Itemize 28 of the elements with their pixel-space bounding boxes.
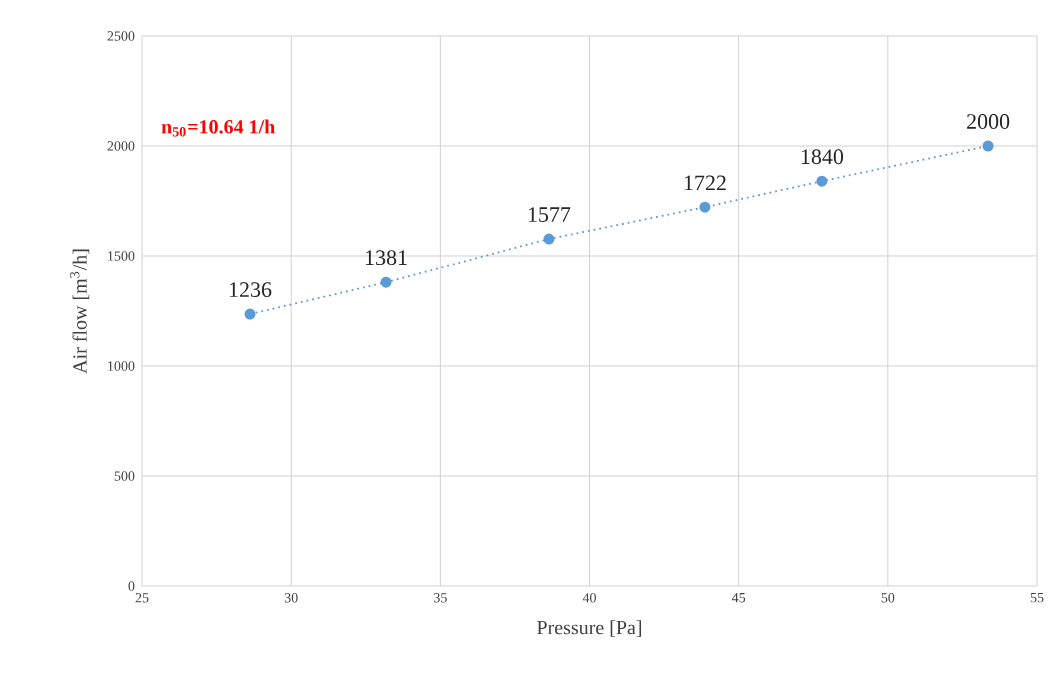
x-tick-label: 50 [881,593,895,603]
point [699,201,711,213]
data-label: 1236 [229,282,272,298]
x-tick-label: 55 [1030,593,1044,603]
data-label: 1840 [801,149,844,165]
x-tick-label: 40 [582,593,596,603]
y-tick-label: 2500 [107,31,135,41]
point [543,233,555,245]
data-label: 2000 [967,114,1010,129]
x-axis-title: Pressure [Pa] [537,620,642,637]
point [982,140,994,152]
x-tick-label: 45 [731,593,746,603]
y-tick-label: 500 [114,471,135,481]
point [244,308,256,320]
x-tick-label: 35 [434,593,447,603]
y-tick-label: 1000 [108,361,135,371]
y-axis-title: Air flow [m$^{3}$/h] [70,249,90,374]
x-tick-label: 30 [284,593,298,603]
y-tick-label: 1500 [108,251,135,261]
data-label: 1381 [365,250,407,266]
annotation: n$_{50}$=10.64 1/h [161,119,275,137]
point [816,175,828,187]
point [380,276,392,288]
data-label: 1722 [684,175,726,191]
data-label: 1577 [528,207,571,222]
x-tick-label: 25 [135,593,149,603]
y-tick-label: 2000 [107,141,135,151]
y-tick-label: 0 [128,581,135,591]
